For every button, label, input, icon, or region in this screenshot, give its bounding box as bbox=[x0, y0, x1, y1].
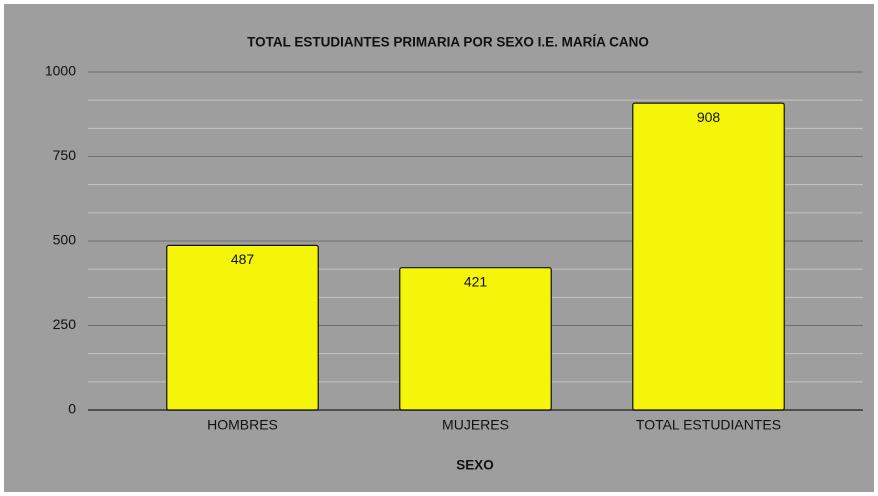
x-tick-label: HOMBRES bbox=[207, 417, 278, 433]
x-tick-label: MUJERES bbox=[442, 417, 509, 433]
bar bbox=[632, 102, 785, 411]
y-tick-label: 1000 bbox=[45, 63, 76, 79]
data-label: 908 bbox=[697, 109, 721, 125]
bar bbox=[399, 267, 552, 411]
y-tick-label: 0 bbox=[68, 401, 76, 417]
x-tick-label: TOTAL ESTUDIANTES bbox=[636, 417, 781, 433]
y-tick-label: 750 bbox=[53, 147, 77, 163]
x-axis-title: SEXO bbox=[456, 458, 494, 473]
y-tick-label: 500 bbox=[53, 232, 77, 248]
chart-title: TOTAL ESTUDIANTES PRIMARIA POR SEXO I.E.… bbox=[247, 35, 649, 50]
data-label: 421 bbox=[464, 273, 488, 289]
bar bbox=[166, 244, 319, 411]
y-tick-label: 250 bbox=[53, 316, 77, 332]
data-label: 487 bbox=[231, 251, 255, 267]
